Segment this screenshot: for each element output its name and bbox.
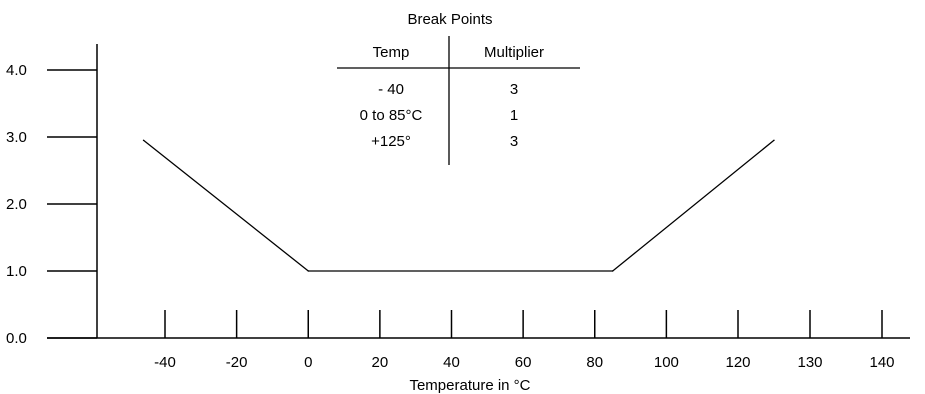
x-tick-label: 80 [586,354,603,371]
x-tick-label: 20 [372,354,389,371]
series-line [142,139,775,272]
table-header-temp: Temp [373,44,410,61]
y-tick-label: 0.0 [6,330,27,347]
y-tick-label: 4.0 [6,62,27,79]
break-points-table: Break Points Temp Multiplier - 40 3 0 to… [337,11,580,165]
x-tick-label: 140 [869,354,894,371]
x-tick-label: 130 [797,354,822,371]
x-tick-label: -20 [226,354,248,371]
table-row-3-multiplier: 3 [510,133,518,150]
data-point [773,139,775,142]
y-tick-label: 1.0 [6,263,27,280]
y-tick-label: 2.0 [6,196,27,213]
table-row-1-multiplier: 3 [510,81,518,98]
table-row-1-temp: - 40 [378,81,404,98]
x-tick-label: 0 [304,354,312,371]
x-tick-label: -40 [154,354,176,371]
x-tick-label: 120 [725,354,750,371]
x-axis-ticks: -40 -20 0 20 40 60 80 100 120 130 140 [47,310,910,371]
data-point [611,270,614,272]
break-points-title: Break Points [407,11,492,28]
y-axis-ticks: 0.0 1.0 2.0 3.0 4.0 [6,62,97,347]
table-row-2-temp: 0 to 85°C [360,107,423,124]
x-tick-label: 60 [515,354,532,371]
y-tick-label: 3.0 [6,129,27,146]
data-point [307,270,309,272]
table-header-multiplier: Multiplier [484,44,544,61]
x-axis-label: Temperature in °C [409,377,530,394]
x-tick-label: 100 [654,354,679,371]
x-tick-label: 40 [443,354,460,371]
series-line-path [143,139,775,272]
data-point [142,139,145,142]
table-row-2-multiplier: 1 [510,107,518,124]
table-row-3-temp: +125° [371,133,411,150]
